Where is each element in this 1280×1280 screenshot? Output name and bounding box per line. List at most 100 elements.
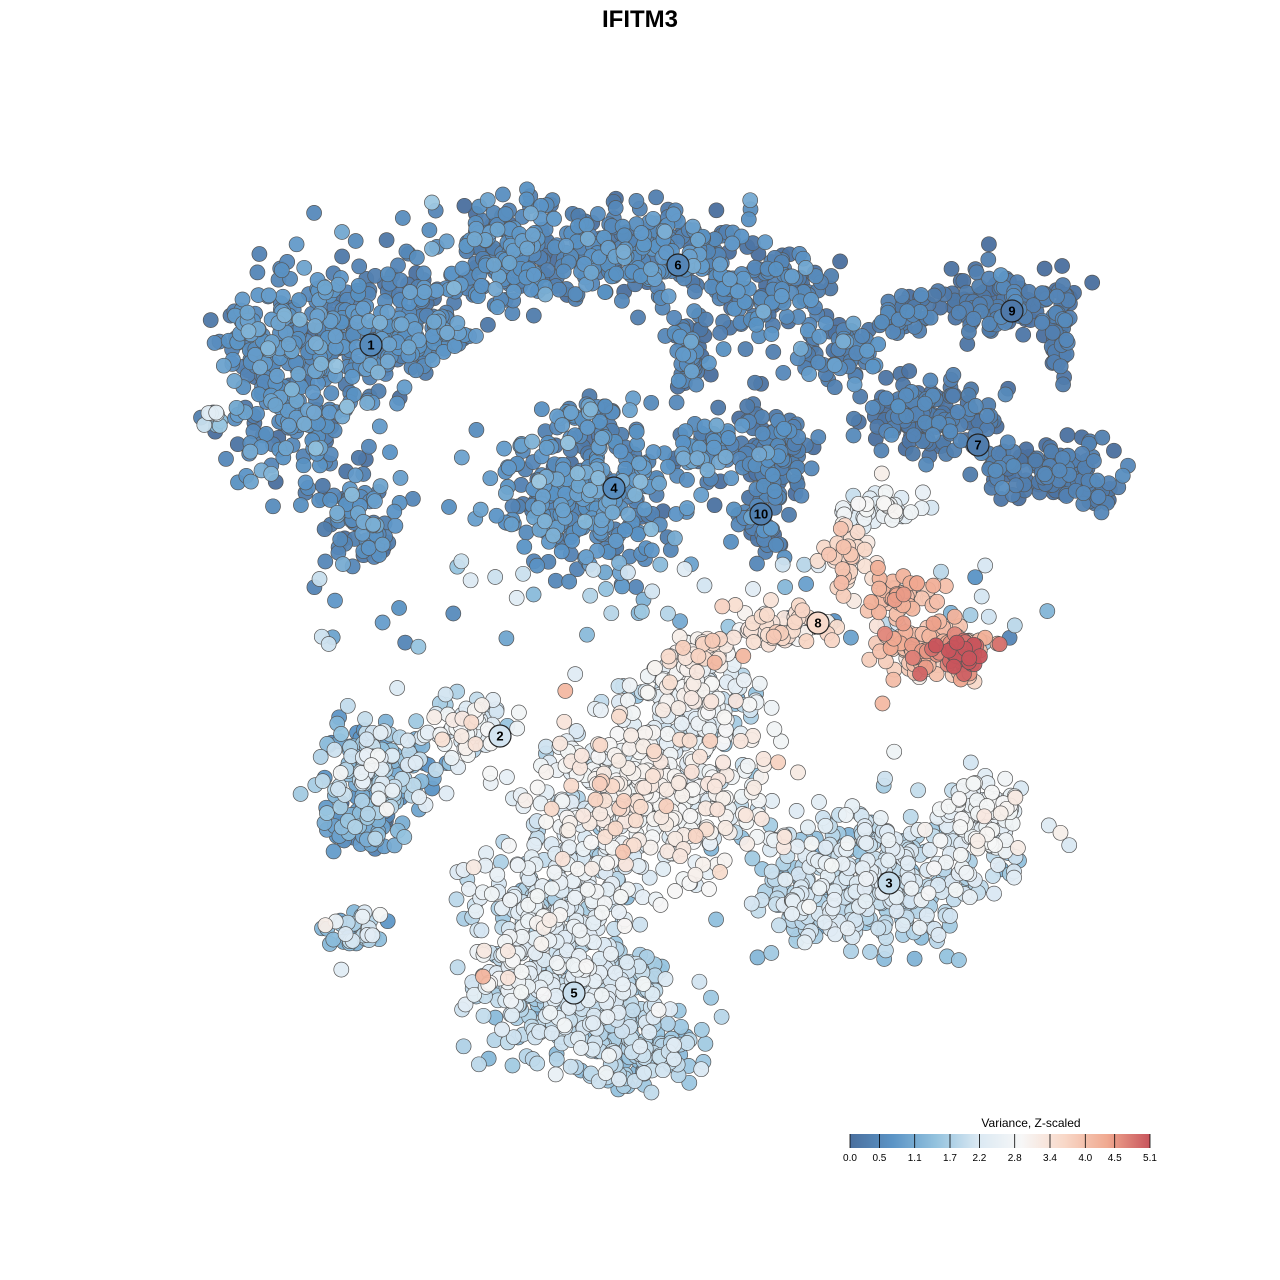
scatter-point [249, 264, 266, 281]
scatter-point [560, 435, 576, 451]
scatter-point [1055, 376, 1071, 393]
scatter-point [1051, 462, 1068, 479]
scatter-point [670, 775, 687, 791]
scatter-point [797, 260, 814, 276]
scatter-point [379, 353, 396, 370]
scatter-point [679, 472, 695, 488]
scatter-point [673, 1018, 689, 1035]
scatter-point [295, 457, 312, 474]
scatter-point [826, 357, 843, 373]
scatter-point [475, 968, 491, 985]
scatter-point [548, 1051, 565, 1068]
scatter-point [712, 256, 728, 273]
scatter-point [409, 249, 425, 266]
scatter-point [275, 288, 291, 305]
scatter-point [546, 864, 563, 881]
scatter-point [933, 563, 949, 580]
scatter-point [880, 832, 897, 849]
scatter-point [611, 708, 627, 725]
scatter-point [835, 539, 852, 556]
scatter-point [826, 379, 843, 396]
scatter-point [764, 793, 780, 809]
scatter-point [858, 871, 874, 887]
scatter-point [556, 1017, 573, 1034]
scatter-point [1058, 332, 1075, 348]
scatter-point [635, 976, 652, 992]
scatter-point [466, 231, 483, 248]
scatter-point [358, 731, 375, 748]
scatter-point [473, 922, 490, 939]
scatter-point [1114, 467, 1131, 484]
scatter-point [306, 404, 322, 421]
scatter-point [793, 487, 810, 504]
scatter-point [284, 381, 300, 398]
scatter-point [1052, 358, 1069, 375]
scatter-point [591, 776, 608, 792]
scatter-point [965, 775, 982, 792]
scatter-point [1036, 260, 1053, 277]
scatter-point [311, 571, 328, 587]
scatter-point [683, 333, 699, 350]
scatter-point [497, 206, 514, 222]
scatter-point [538, 764, 555, 780]
scatter-point [474, 697, 490, 714]
scatter-point [378, 801, 395, 818]
scatter-point [628, 423, 645, 440]
scatter-point [486, 256, 502, 273]
scatter-point [543, 1025, 560, 1042]
scatter-point [675, 639, 691, 656]
scatter-point [753, 811, 770, 827]
scatter-point [372, 906, 389, 923]
scatter-point [706, 497, 723, 514]
scatter-point [389, 395, 405, 412]
scatter-point [817, 817, 834, 834]
scatter-point [617, 522, 633, 539]
scatter-point [1005, 458, 1022, 475]
scatter-point [712, 325, 729, 341]
scatter-point [796, 556, 813, 573]
scatter-point [863, 594, 880, 610]
scatter-point [448, 891, 465, 908]
scatter-point [573, 1040, 589, 1056]
scatter-point [873, 465, 890, 482]
scatter-point [999, 434, 1016, 451]
scatter-point [208, 404, 225, 421]
scatter-point [1054, 258, 1070, 274]
scatter-point [659, 1015, 676, 1032]
scatter-point [740, 211, 757, 228]
scatter-point [945, 387, 961, 404]
scatter-point [258, 426, 275, 442]
scatter-point [777, 871, 794, 888]
scatter-point [519, 240, 536, 257]
scatter-point [967, 569, 984, 586]
scatter-point [645, 444, 662, 460]
scatter-point [526, 266, 542, 283]
scatter-point [652, 556, 669, 573]
scatter-point [874, 314, 890, 330]
scatter-point [717, 449, 734, 465]
scatter-point [843, 629, 859, 646]
scatter-point [672, 848, 689, 865]
scatter-point [697, 311, 714, 328]
scatter-point [312, 749, 329, 765]
scatter-point [774, 556, 791, 573]
scatter-point [655, 861, 672, 877]
scatter-point [293, 497, 309, 513]
scatter-point [650, 1002, 667, 1018]
scatter-point [499, 769, 515, 785]
scatter-point [633, 225, 650, 241]
scatter-point [573, 747, 590, 764]
scatter-point [1059, 427, 1076, 443]
scatter-point [930, 927, 947, 943]
scatter-point [773, 288, 790, 304]
scatter-point [660, 288, 677, 305]
scatter-point [693, 1061, 710, 1078]
scatter-point [681, 732, 698, 749]
scatter-point [372, 478, 389, 494]
scatter-point [579, 881, 596, 898]
scatter-point [749, 949, 766, 966]
scatter-point [759, 606, 775, 623]
scatter-point [621, 740, 638, 757]
scatter-point [749, 555, 765, 572]
scatter-point [724, 235, 741, 252]
